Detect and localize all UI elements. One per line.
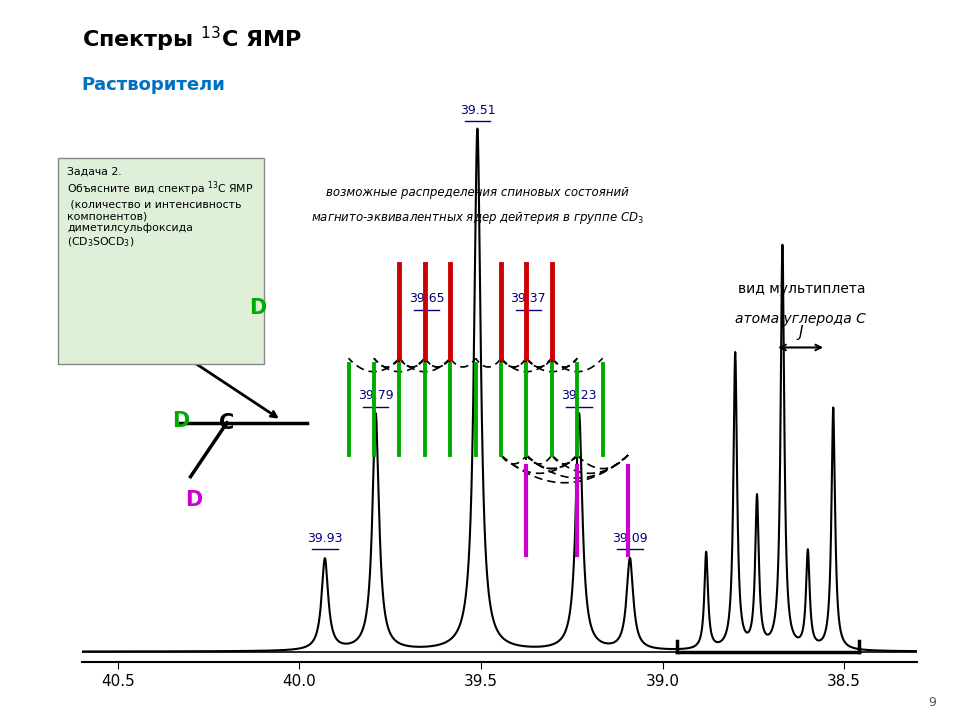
Text: магнито-эквивалентных ядер дейтерия в группе CD$_3$: магнито-эквивалентных ядер дейтерия в гр… bbox=[311, 210, 644, 226]
Text: 39.23: 39.23 bbox=[562, 390, 597, 402]
Text: 9: 9 bbox=[928, 696, 936, 709]
Text: D: D bbox=[185, 490, 203, 510]
Text: 39.37: 39.37 bbox=[511, 292, 546, 305]
Text: атома углерода C: атома углерода C bbox=[735, 312, 866, 326]
Text: Задача 2.
Объясните вид спектра $^{13}$C ЯМР
 (количество и интенсивность
компон: Задача 2. Объясните вид спектра $^{13}$C… bbox=[67, 167, 253, 248]
Text: D: D bbox=[249, 298, 266, 318]
Text: Спектры $^{13}$C ЯМР: Спектры $^{13}$C ЯМР bbox=[82, 25, 301, 55]
Text: возможные распределения спиновых состояний: возможные распределения спиновых состоян… bbox=[326, 186, 629, 199]
Text: J: J bbox=[799, 325, 803, 341]
Text: Растворители: Растворители bbox=[82, 76, 226, 94]
Text: D: D bbox=[173, 411, 190, 431]
Text: 39.79: 39.79 bbox=[358, 390, 394, 402]
Text: 39.51: 39.51 bbox=[460, 104, 495, 117]
Text: C: C bbox=[219, 413, 234, 433]
Text: вид мультиплета: вид мультиплета bbox=[738, 282, 866, 297]
Text: 39.93: 39.93 bbox=[307, 532, 343, 545]
Text: 39.09: 39.09 bbox=[612, 532, 648, 545]
Text: 39.65: 39.65 bbox=[409, 292, 444, 305]
